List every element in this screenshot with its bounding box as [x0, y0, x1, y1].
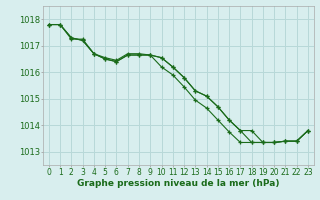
X-axis label: Graphe pression niveau de la mer (hPa): Graphe pression niveau de la mer (hPa) [77, 179, 280, 188]
